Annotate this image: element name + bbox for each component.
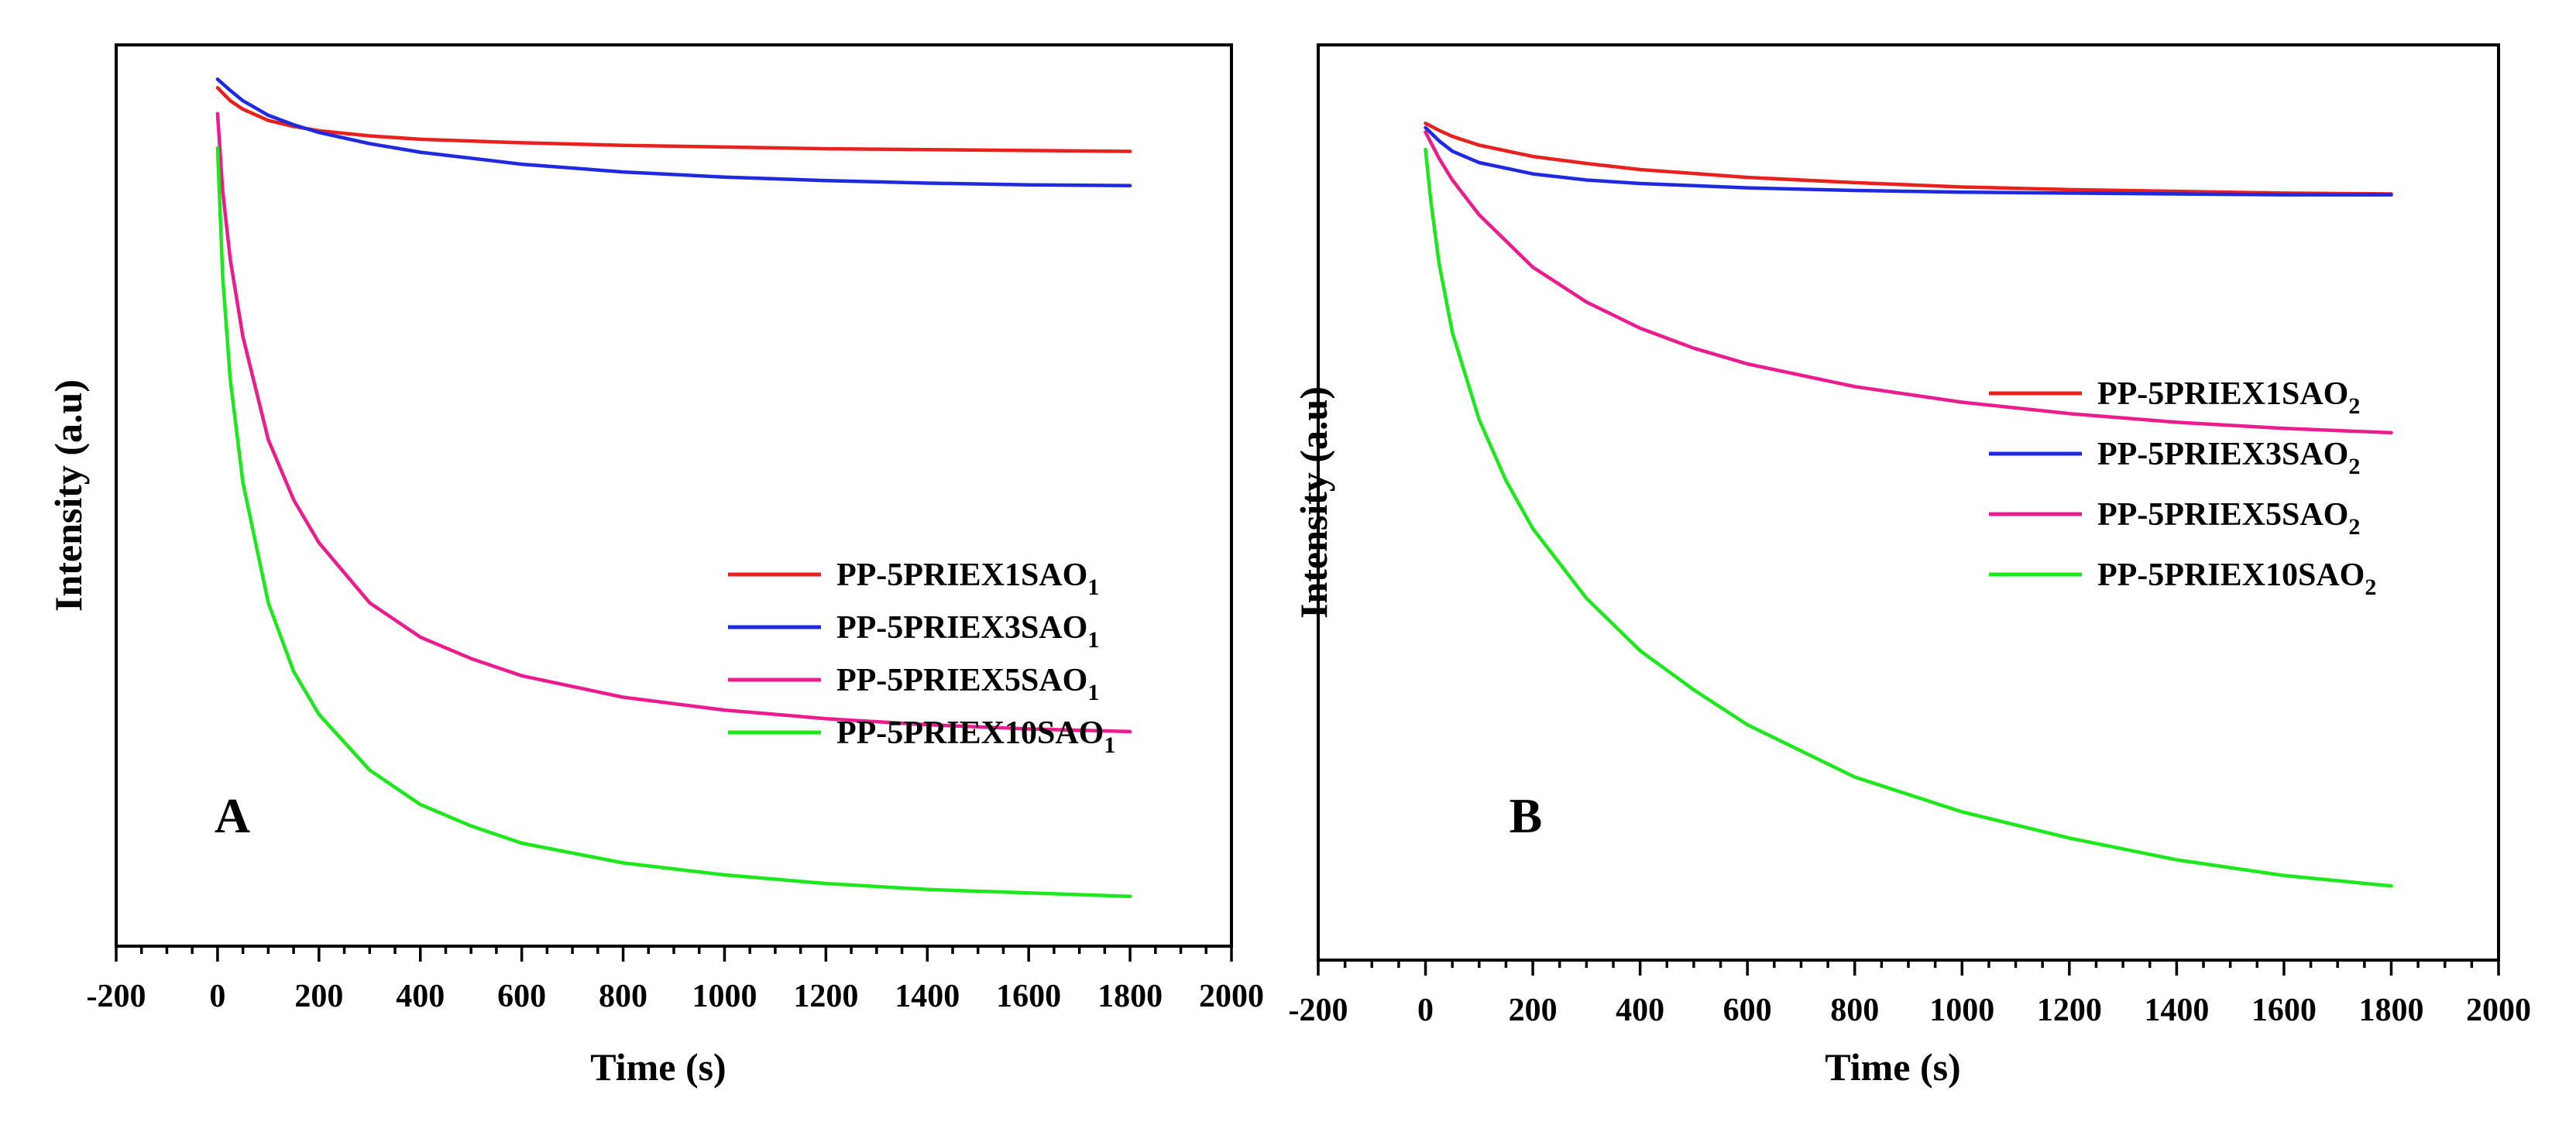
x-tick-label: 400 (396, 979, 445, 1014)
x-tick-label: 1200 (2037, 993, 2102, 1028)
x-tick-label: 600 (497, 979, 546, 1014)
x-tick-label: 800 (1830, 993, 1879, 1028)
x-tick-label: 1400 (2144, 993, 2209, 1028)
y-axis-title: Intensity (a.u) (1292, 386, 1335, 619)
x-tick-label: 1000 (1929, 993, 1994, 1028)
x-tick-label: 200 (1509, 993, 1558, 1028)
series-line-3 (1424, 130, 2393, 435)
x-tick-label: 0 (209, 979, 225, 1014)
x-axis-title: Time (s) (1825, 1045, 1960, 1089)
series-line-2 (1424, 125, 2393, 197)
legend-label: PP-5PRIEX3SAO2 (2097, 437, 2360, 479)
x-tick-label: 1400 (895, 979, 960, 1014)
x-tick-label: 2000 (1199, 979, 1264, 1014)
legend-label: PP-5PRIEX1SAO2 (2097, 376, 2360, 419)
panel-label: A (215, 788, 250, 843)
x-tick-label: 1600 (2251, 993, 2317, 1028)
x-tick-label: 1200 (793, 979, 858, 1014)
series-line-3 (215, 111, 1132, 734)
series-line-1 (215, 86, 1132, 153)
legend-label: PP-5PRIEX5SAO2 (2097, 497, 2360, 540)
x-tick-label: 1600 (996, 979, 1061, 1014)
chart-panel-a: -200 0 200 400 600 800 1000 1200 1400 1600 1800 200… (46, 43, 1264, 1089)
panel-label: B (1510, 788, 1543, 843)
x-tick-label: 600 (1723, 993, 1772, 1028)
x-axis-title: Time (s) (590, 1045, 726, 1089)
series-line-1 (1424, 122, 2393, 196)
x-tick-label: 1800 (1097, 979, 1163, 1014)
x-tick-label: 1800 (2358, 993, 2423, 1028)
x-tick-label: 0 (1417, 993, 1434, 1028)
legend-label: PP-5PRIEX10SAO2 (2097, 557, 2376, 600)
x-tick-label: 200 (294, 979, 343, 1014)
plot-frame (115, 43, 1233, 948)
y-axis-title: Intensity (a.u) (46, 379, 90, 612)
series-line-4 (1424, 147, 2393, 888)
legend-label: PP-5PRIEX1SAO1 (836, 557, 1099, 600)
legend-label: PP-5PRIEX3SAO1 (836, 610, 1099, 653)
chart-panel-b: -200 0 200 400 600 800 1000 1200 1400 1600 1800 200… (1289, 43, 2531, 1089)
series-line-2 (215, 77, 1132, 188)
legend-label: PP-5PRIEX5SAO1 (836, 663, 1099, 705)
x-tick-label: -200 (87, 979, 146, 1014)
series-line-4 (215, 146, 1132, 898)
legend-label: PP-5PRIEX10SAO1 (836, 715, 1115, 758)
x-tick-label: -200 (1289, 993, 1348, 1028)
x-tick-label: 1000 (692, 979, 757, 1014)
x-tick-label: 2000 (2466, 993, 2531, 1028)
x-tick-label: 800 (599, 979, 647, 1014)
x-tick-label: 400 (1616, 993, 1664, 1028)
